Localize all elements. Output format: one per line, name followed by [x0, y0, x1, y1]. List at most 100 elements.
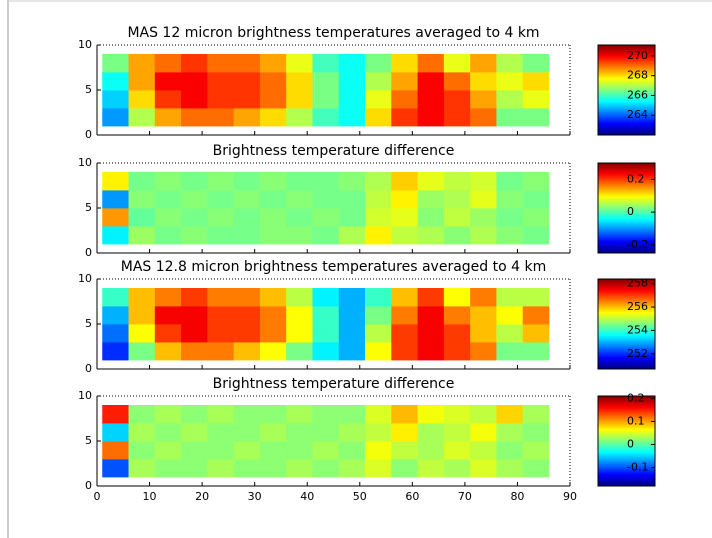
heatmap-cell	[496, 441, 524, 460]
y-tick-label: 0	[85, 128, 92, 141]
heatmap-cell	[417, 54, 445, 73]
heatmap-cell	[443, 54, 471, 73]
heatmap-cell	[522, 226, 550, 245]
colorbar-tick-label: 252	[627, 347, 648, 360]
heatmap-cell	[233, 108, 261, 127]
heatmap-cell	[391, 226, 418, 245]
heatmap-cell	[522, 190, 550, 209]
colorbar-tick-label: 264	[627, 108, 648, 121]
heatmap-cell	[233, 441, 261, 460]
y-tick-label: 5	[85, 317, 92, 330]
heatmap-cell	[365, 423, 392, 442]
heatmap-cell	[443, 459, 471, 478]
x-tick-label: 10	[143, 490, 157, 503]
heatmap-cell	[102, 459, 129, 478]
heatmap-cell	[522, 108, 550, 127]
heatmap-cell	[207, 72, 235, 91]
heatmap-cell	[154, 342, 182, 361]
heatmap-cell	[417, 226, 445, 245]
heatmap-cell	[154, 208, 182, 227]
heatmap-cell	[443, 423, 471, 442]
heatmap-cell	[522, 208, 550, 227]
heatmap-cell	[207, 405, 235, 424]
y-tick-label: 0	[85, 479, 92, 492]
heatmap-cell	[181, 90, 208, 109]
heatmap-cell	[207, 172, 235, 191]
heatmap-cell	[128, 226, 156, 245]
heatmap-cell	[312, 90, 340, 109]
heatmap-cell	[312, 54, 340, 73]
heatmap-cell	[365, 288, 392, 307]
heatmap-cell	[338, 288, 366, 307]
heatmap-cell	[128, 208, 156, 227]
x-tick-label: 0	[94, 490, 101, 503]
heatmap-cell	[102, 108, 129, 127]
heatmap-cell	[312, 342, 340, 361]
heatmap-cell	[338, 172, 366, 191]
heatmap-cell	[443, 324, 471, 343]
heatmap-cell	[522, 324, 550, 343]
heatmap-cell	[233, 90, 261, 109]
heatmap-cell	[233, 459, 261, 478]
heatmap-cell	[181, 342, 208, 361]
heatmap-cell	[391, 54, 418, 73]
colorbar	[597, 162, 656, 254]
heatmap-cell	[259, 324, 287, 343]
heatmap-cell	[443, 226, 471, 245]
heatmap-cell	[522, 72, 550, 91]
heatmap-cell	[391, 342, 418, 361]
x-tick-label: 30	[248, 490, 262, 503]
x-tick-label: 20	[195, 490, 209, 503]
heatmap-cell	[470, 288, 497, 307]
heatmap-cell	[338, 342, 366, 361]
heatmap-cell	[286, 459, 313, 478]
heatmap-cell	[259, 288, 287, 307]
heatmap-cell	[470, 306, 497, 325]
heatmap-cell	[338, 90, 366, 109]
heatmap-cell	[259, 441, 287, 460]
heatmap-cell	[470, 172, 497, 191]
heatmap-cell	[207, 190, 235, 209]
heatmap-cell	[417, 306, 445, 325]
y-tick-label: 10	[78, 389, 92, 402]
heatmap-cell	[128, 288, 156, 307]
heatmap-cell	[365, 405, 392, 424]
heatmap-cell	[181, 190, 208, 209]
heatmap-cell	[496, 459, 524, 478]
heatmap-cell	[102, 405, 129, 424]
heatmap-cell	[522, 172, 550, 191]
heatmap-cell	[128, 54, 156, 73]
heatmap-cell	[154, 405, 182, 424]
heatmap-cell	[286, 324, 313, 343]
heatmap-cell	[128, 190, 156, 209]
plot-title: MAS 12.8 micron brightness temperatures …	[121, 259, 546, 275]
heatmap-cell	[417, 208, 445, 227]
heatmap-cell	[470, 90, 497, 109]
heatmap-cell	[154, 108, 182, 127]
heatmap-cell	[181, 172, 208, 191]
heatmap-cell	[102, 90, 129, 109]
heatmap-cell	[181, 72, 208, 91]
heatmap-cell	[365, 324, 392, 343]
heatmap-cell	[496, 172, 524, 191]
heatmap-cell	[286, 72, 313, 91]
heatmap-cell	[522, 54, 550, 73]
heatmap-cell	[102, 208, 129, 227]
heatmap-cell	[233, 423, 261, 442]
heatmap-cell	[470, 208, 497, 227]
heatmap-cell	[365, 172, 392, 191]
heatmap-cell	[443, 441, 471, 460]
heatmap-cell	[470, 342, 497, 361]
heatmap-cell	[128, 405, 156, 424]
heatmap-cell	[522, 306, 550, 325]
heatmap-cell	[286, 54, 313, 73]
heatmap-cell	[233, 405, 261, 424]
heatmap-cell	[154, 190, 182, 209]
x-tick-label: 80	[510, 490, 524, 503]
heatmap-cell	[417, 441, 445, 460]
heatmap-cell	[233, 190, 261, 209]
heatmap-cell	[312, 72, 340, 91]
heatmap-cell	[207, 306, 235, 325]
heatmap-cell	[181, 54, 208, 73]
